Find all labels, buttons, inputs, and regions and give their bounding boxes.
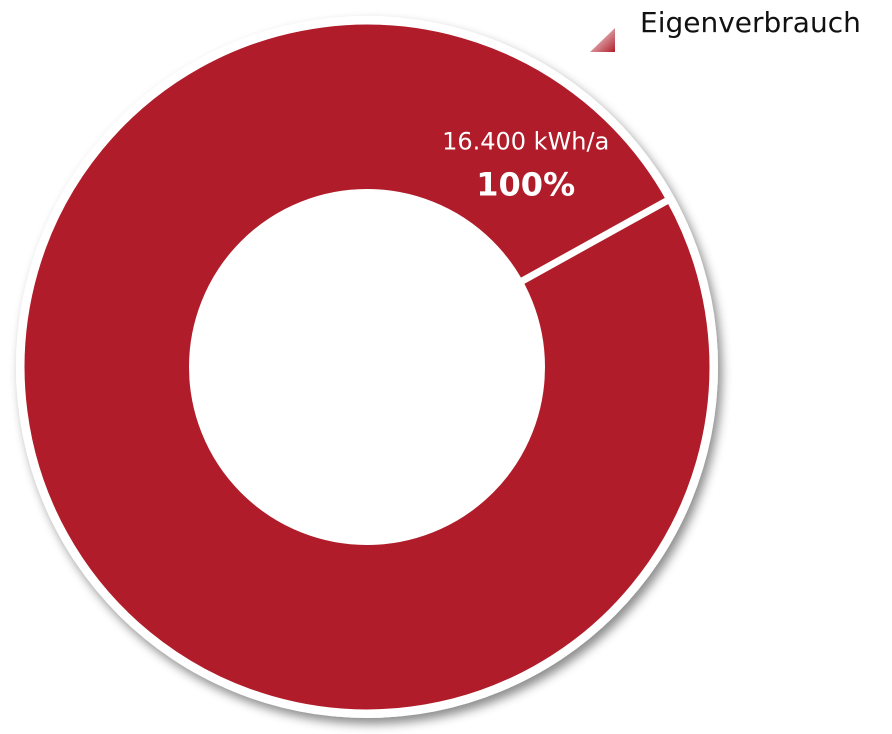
- legend-swatch: [590, 28, 615, 52]
- value-label: 100%: [476, 166, 575, 204]
- legend-label: Eigenverbrauch: [640, 6, 861, 39]
- hole-border: [189, 189, 545, 545]
- donut: [16, 16, 718, 718]
- energy-label: 16.400 kWh/a: [442, 128, 609, 156]
- labels: 16.400 kWh/a 100%: [442, 128, 609, 204]
